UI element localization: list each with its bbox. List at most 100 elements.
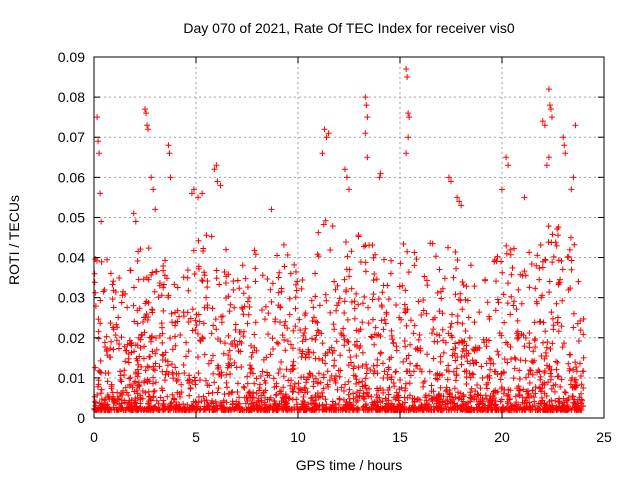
data-point: [319, 150, 326, 157]
data-point: [403, 322, 410, 329]
data-point: [440, 349, 447, 356]
data-point: [225, 352, 232, 359]
data-point: [262, 303, 269, 310]
data-point: [208, 330, 215, 337]
data-point: [380, 282, 387, 289]
data-point: [323, 134, 330, 141]
data-point: [455, 395, 462, 402]
data-point: [253, 390, 260, 397]
data-point: [311, 314, 318, 321]
data-point: [526, 284, 533, 291]
data-point: [259, 306, 266, 313]
data-point: [187, 386, 194, 393]
data-point: [353, 327, 360, 334]
data-point: [407, 317, 414, 324]
data-point: [251, 331, 258, 338]
data-point: [375, 387, 382, 394]
data-point: [166, 150, 173, 157]
data-point: [110, 346, 117, 353]
data-point: [343, 174, 350, 181]
data-point: [365, 304, 372, 311]
data-point: [187, 315, 194, 322]
data-point: [505, 280, 512, 287]
data-point: [227, 355, 234, 362]
data-point: [137, 345, 144, 352]
data-point: [223, 273, 230, 280]
data-point: [114, 324, 121, 331]
data-point: [546, 406, 553, 413]
data-point: [385, 366, 392, 373]
data-point: [244, 284, 251, 291]
data-point: [223, 399, 230, 406]
data-point: [400, 358, 407, 365]
data-point: [330, 362, 337, 369]
data-point: [315, 370, 322, 377]
data-point: [390, 339, 397, 346]
data-point: [430, 326, 437, 333]
data-point: [144, 122, 151, 129]
data-point: [245, 389, 252, 396]
data-point: [454, 194, 461, 201]
data-point: [359, 349, 366, 356]
data-point: [331, 278, 338, 285]
data-point: [509, 402, 516, 409]
data-point: [91, 398, 98, 405]
data-point: [280, 384, 287, 391]
data-point: [567, 381, 574, 388]
data-point: [388, 332, 395, 339]
data-point: [377, 170, 384, 177]
data-point: [500, 390, 507, 397]
data-point: [474, 406, 481, 413]
data-point: [526, 330, 533, 337]
data-point: [532, 285, 539, 292]
data-point: [141, 379, 148, 386]
data-point: [336, 373, 343, 380]
data-point: [580, 315, 587, 322]
data-point: [267, 404, 274, 411]
data-point: [454, 319, 461, 326]
data-point: [516, 367, 523, 374]
data-point: [522, 272, 529, 279]
data-point: [134, 373, 141, 380]
data-point: [351, 305, 358, 312]
data-point: [540, 339, 547, 346]
data-point: [257, 406, 264, 413]
data-point: [181, 370, 188, 377]
data-point: [161, 272, 168, 279]
data-point: [159, 368, 166, 375]
data-point: [198, 277, 205, 284]
data-point: [224, 384, 231, 391]
data-point: [396, 283, 403, 290]
data-point: [470, 371, 477, 378]
data-point: [448, 332, 455, 339]
data-point: [528, 358, 535, 365]
data-point: [110, 326, 117, 333]
data-point: [482, 276, 489, 283]
data-point: [329, 223, 336, 230]
data-point: [558, 376, 565, 383]
data-point: [104, 378, 111, 385]
data-point: [553, 406, 560, 413]
data-point: [113, 337, 120, 344]
data-point: [276, 366, 283, 373]
data-point: [570, 324, 577, 331]
data-point: [373, 406, 380, 413]
data-point: [405, 352, 412, 359]
data-point: [310, 383, 317, 390]
data-point: [194, 330, 201, 337]
data-point: [578, 396, 585, 403]
data-point: [444, 376, 451, 383]
data-point: [180, 400, 187, 407]
data-point: [481, 405, 488, 412]
data-point: [486, 396, 493, 403]
data-point: [436, 392, 443, 399]
data-point: [484, 299, 491, 306]
data-point: [461, 352, 468, 359]
data-point: [314, 380, 321, 387]
data-point: [341, 336, 348, 343]
data-point: [108, 338, 115, 345]
data-point: [523, 374, 530, 381]
data-point: [372, 324, 379, 331]
data-point: [580, 354, 587, 361]
data-point: [413, 256, 420, 263]
